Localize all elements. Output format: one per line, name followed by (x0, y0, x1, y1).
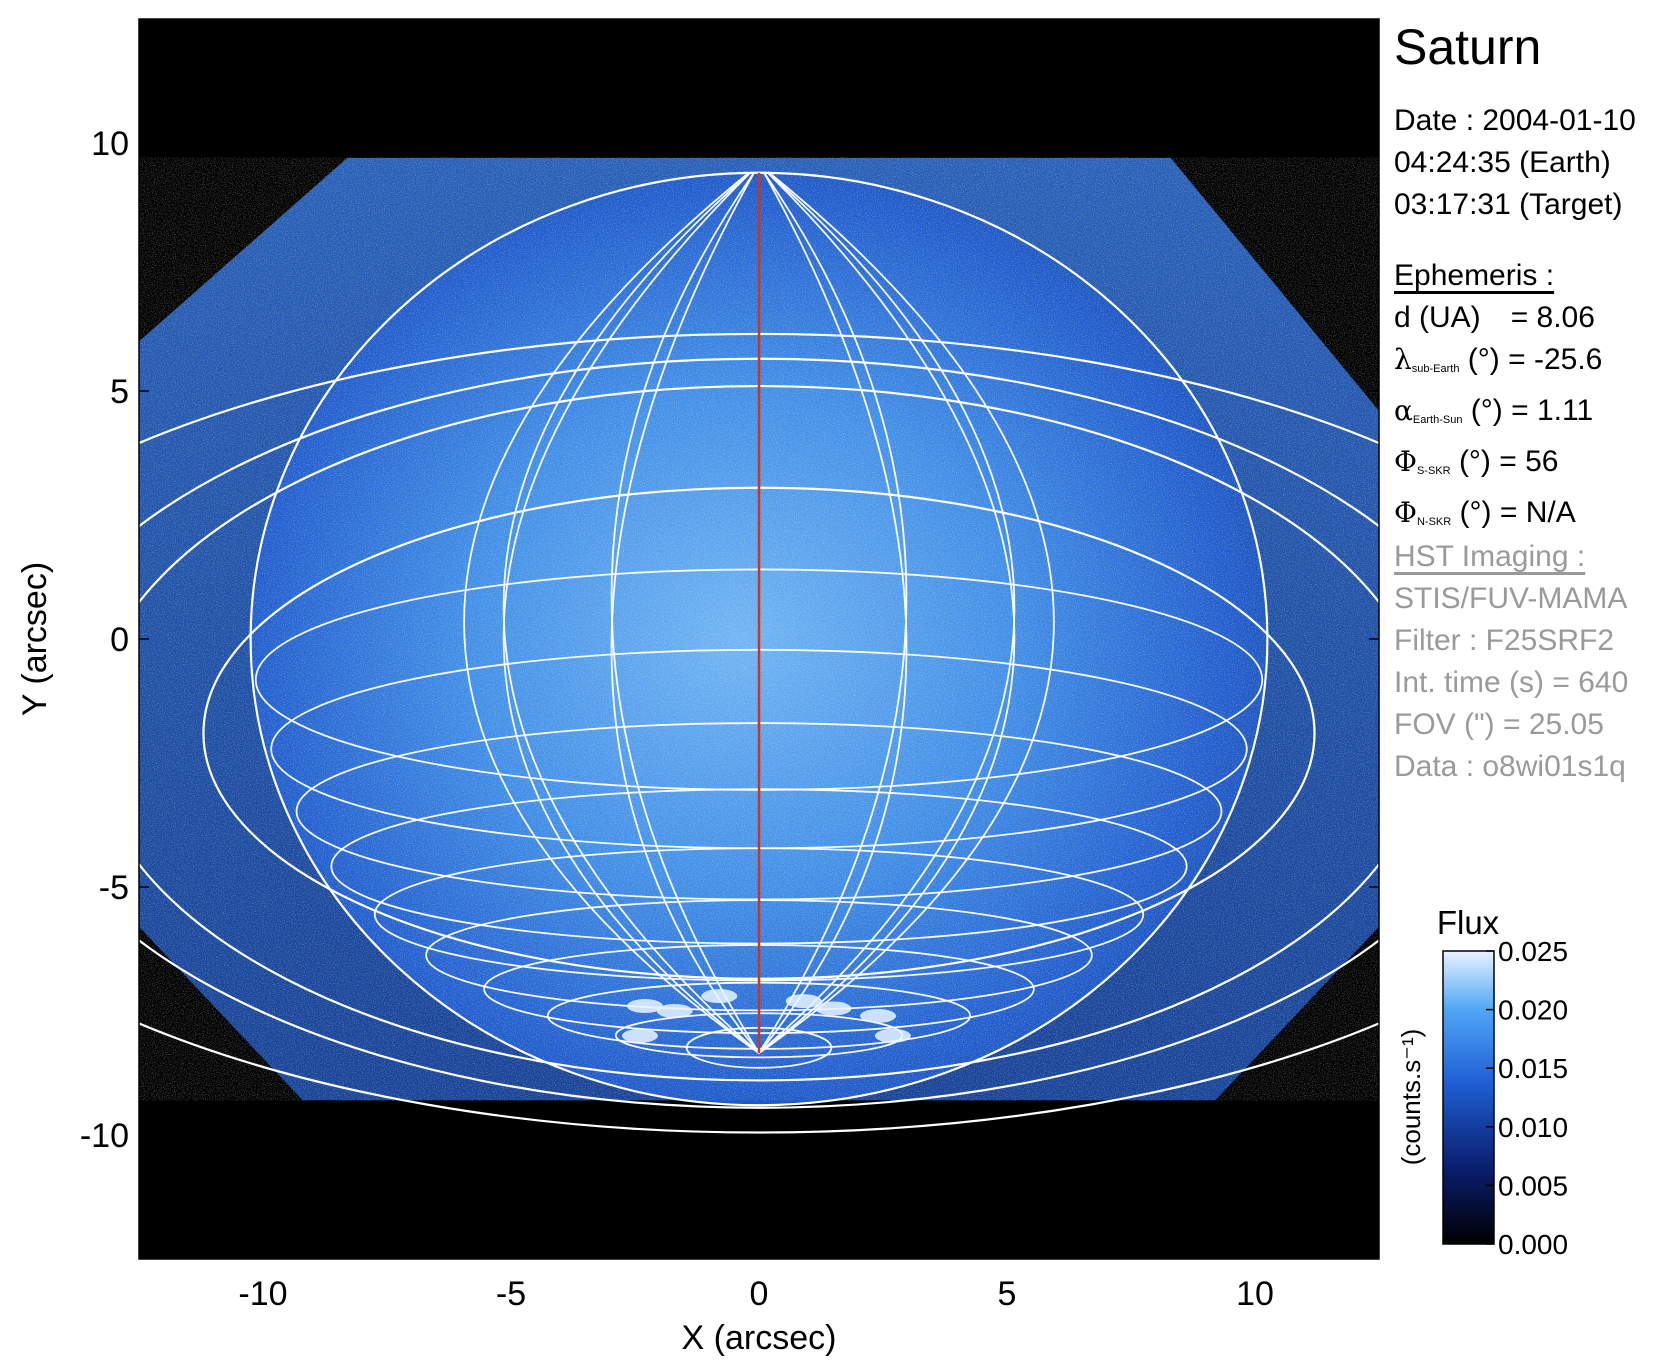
coordinate-grid-overlay (139, 171, 1379, 1134)
aurora-spot-3 (701, 989, 738, 1004)
filter-line: Filter : F25SRF2 (1394, 624, 1615, 657)
x-axis-ticks: -10 -5 0 5 10 (238, 19, 1274, 1313)
phase-angle-row: αEarth-Sun (°) = 1.11 (1394, 390, 1602, 441)
meridian-11 (610, 172, 760, 1054)
colorbar-tick-label: 0.005 (1498, 1170, 1568, 1201)
colorbar-tick-label: 0.015 (1498, 1053, 1568, 1084)
y-tick-label: -5 (99, 869, 129, 907)
phi-n-symbol: Φ (1394, 496, 1417, 529)
x-tick-label: 5 (998, 1275, 1017, 1313)
meridian-1 (758, 172, 908, 1054)
x-tick-label: 0 (750, 1275, 769, 1313)
integration-time-line: Int. time (s) = 640 (1394, 666, 1629, 699)
y-axis-ticks: -10 -5 0 5 10 (80, 125, 1379, 1155)
colorbar-gradient (1442, 950, 1495, 1245)
colorbar-title: Flux (1437, 904, 1500, 941)
distance-label: d (UA) (1394, 301, 1481, 334)
aurora-spot-6 (860, 1008, 897, 1023)
date-line: Date : 2004-01-10 (1394, 104, 1636, 137)
phi-s-value: (°) = 56 (1458, 445, 1559, 478)
y-axis-label: Y (arcsec) (16, 562, 54, 716)
ephemeris-header: Ephemeris : (1394, 259, 1555, 292)
meridian-3 (758, 172, 1055, 1054)
alpha-value: (°) = 1.11 (1470, 394, 1594, 427)
x-tick-label: -10 (238, 1275, 287, 1313)
aurora-spot-5 (815, 1001, 852, 1016)
hst-header: HST Imaging : (1394, 540, 1586, 573)
phi-n-value: (°) = N/A (1459, 496, 1576, 529)
alpha-symbol: α (1394, 394, 1413, 427)
n-skr-phase-row: ΦN-SKR (°) = N/A (1394, 492, 1602, 543)
aurora-spot-7 (874, 1028, 911, 1043)
y-tick-label: 5 (110, 373, 129, 411)
data-id-line: Data : o8wi01s1q (1394, 750, 1626, 783)
colorbar-label: (counts.s⁻¹) (1396, 1029, 1426, 1166)
meridian-5 (758, 172, 908, 1054)
phi-s-symbol: Φ (1394, 445, 1417, 478)
aurora-spot-2 (656, 1004, 693, 1018)
alpha-subscript: Earth-Sun (1412, 414, 1463, 426)
y-tick-label: 0 (110, 621, 129, 659)
lambda-symbol: λ (1394, 343, 1412, 376)
colorbar-tick-label: 0.025 (1498, 936, 1568, 967)
distance-value: = 8.06 (1510, 301, 1595, 334)
distance-row: d (UA) = 8.06 (1394, 297, 1602, 339)
meridian-4 (758, 172, 1016, 1054)
lambda-value: (°) = -25.6 (1467, 343, 1603, 376)
colorbar-ticks: 0.000 0.005 0.010 0.015 0.020 0.025 (1486, 936, 1568, 1260)
colorbar: Flux (counts.s⁻¹) 0.0000.0050.0100.0150.… (1396, 904, 1568, 1260)
aurora-spot-0 (626, 999, 663, 1014)
meridian-7 (610, 172, 760, 1054)
phi-n-subscript: N-SKR (1416, 516, 1452, 528)
planet-title: Saturn (1394, 19, 1542, 75)
meridian-2 (758, 172, 1016, 1054)
y-tick-label: 10 (91, 125, 129, 163)
x-tick-label: -5 (496, 1275, 526, 1313)
x-axis-label: X (arcsec) (682, 1319, 837, 1357)
instrument-line: STIS/FUV-MAMA (1394, 582, 1628, 615)
aurora-spot-1 (621, 1028, 658, 1043)
colorbar-tick-label: 0.010 (1498, 1112, 1568, 1143)
phi-s-subscript: S-SKR (1416, 465, 1451, 477)
colorbar-tick-label: 0.020 (1498, 995, 1568, 1026)
observation-time-block: Date : 2004-01-10 04:24:35 (Earth) 03:17… (1394, 100, 1636, 226)
colorbar-tick-label: 0.000 (1498, 1229, 1568, 1260)
meridian-9 (463, 172, 760, 1054)
lambda-subscript: sub-Earth (1411, 363, 1460, 375)
y-tick-label: -10 (80, 1117, 129, 1155)
earth-time-line: 04:24:35 (Earth) (1394, 146, 1611, 179)
x-tick-label: 10 (1236, 1275, 1274, 1313)
fov-line: FOV (") = 25.05 (1394, 708, 1604, 741)
aurora-spot-4 (785, 994, 822, 1009)
s-skr-phase-row: ΦS-SKR (°) = 56 (1394, 441, 1602, 492)
sub-earth-latitude-row: λsub-Earth (°) = -25.6 (1394, 339, 1602, 390)
hst-imaging-block: HST Imaging : STIS/FUV-MAMA Filter : F25… (1394, 536, 1628, 788)
ephemeris-block: Ephemeris : d (UA) = 8.06 λsub-Earth (°) … (1394, 255, 1602, 543)
meridian-10 (502, 172, 760, 1054)
target-time-line: 03:17:31 (Target) (1394, 188, 1623, 221)
